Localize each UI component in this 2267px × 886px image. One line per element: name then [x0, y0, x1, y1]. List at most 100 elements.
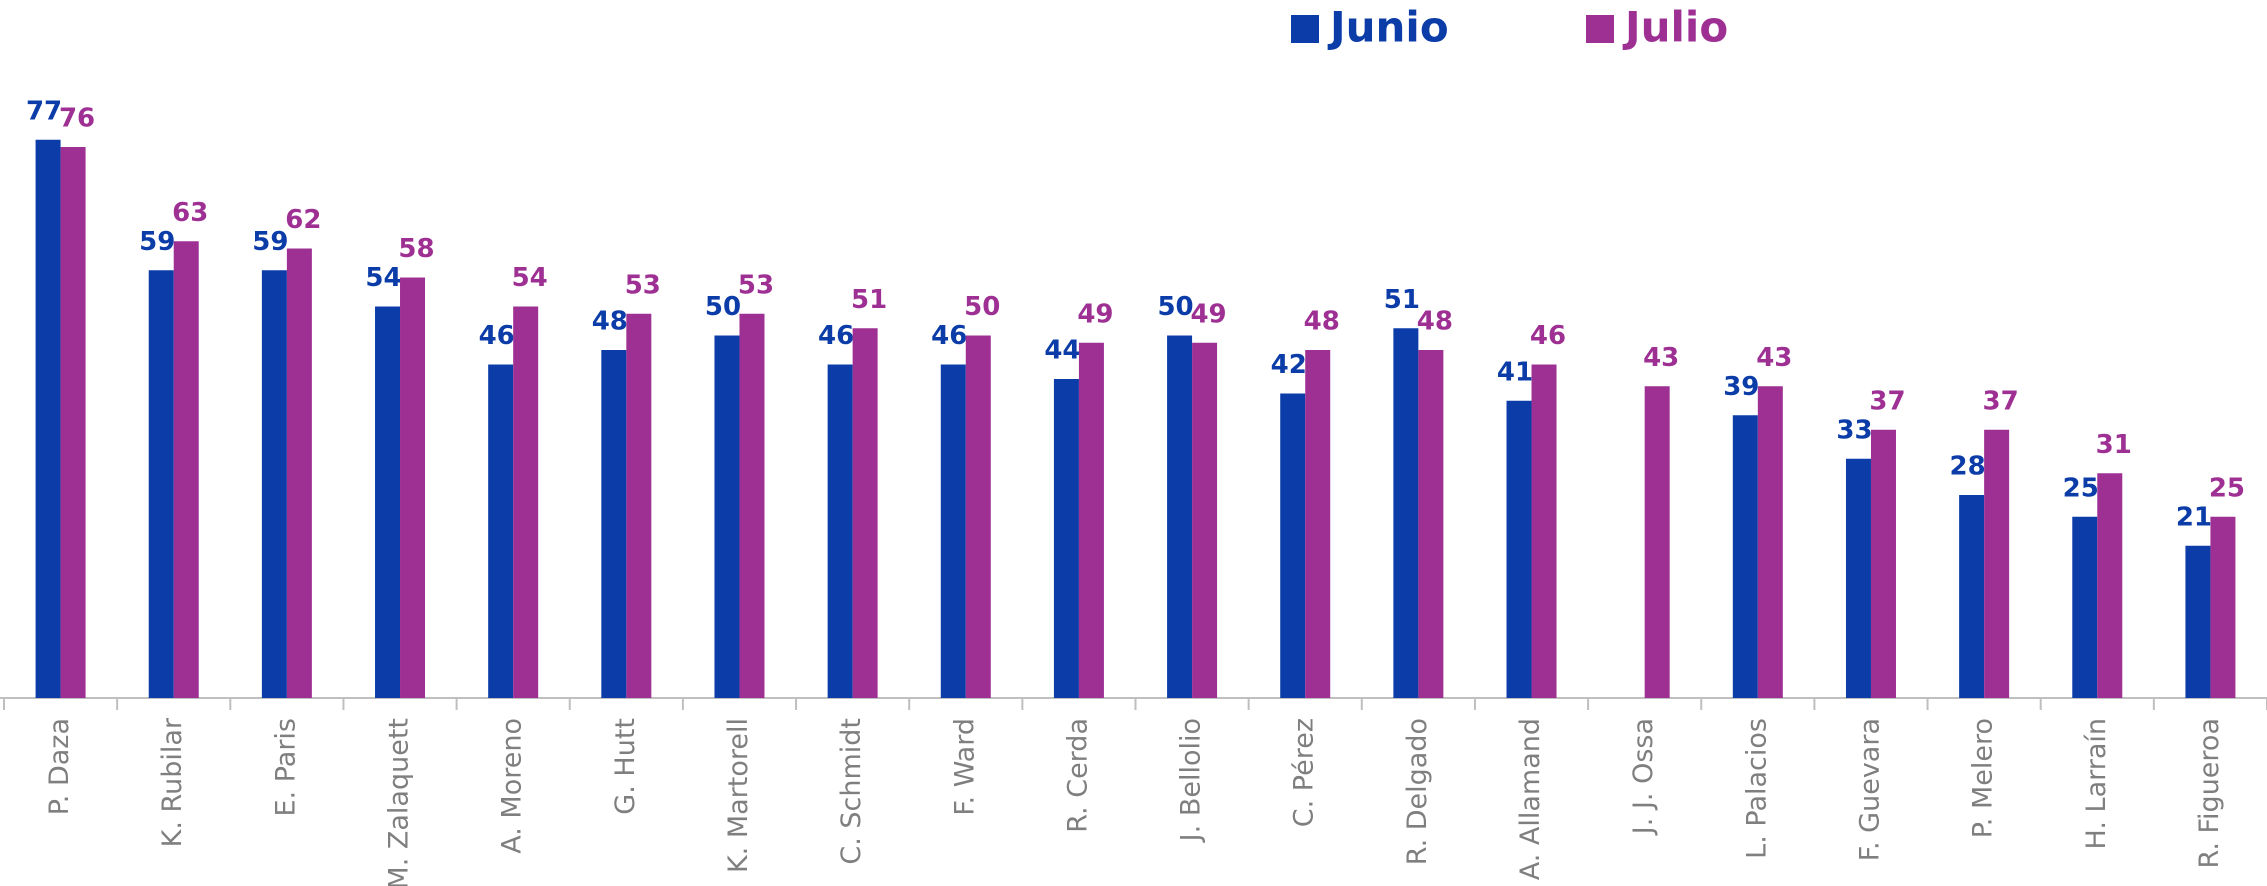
- x-tick-label: K. Rubilar: [157, 717, 188, 847]
- legend-label: Julio: [1622, 3, 1728, 52]
- x-tick-label: H. Larraín: [2081, 718, 2112, 849]
- data-label: 43: [1756, 343, 1792, 373]
- bar: [488, 364, 514, 698]
- data-label: 77: [26, 96, 62, 126]
- data-label: 62: [285, 205, 321, 235]
- data-label: 53: [625, 270, 661, 300]
- bar: [60, 147, 86, 698]
- bar: [2210, 516, 2236, 698]
- bar: [1418, 350, 1444, 698]
- x-tick-label: C. Pérez: [1289, 718, 1320, 827]
- data-label: 43: [1643, 343, 1679, 373]
- bar: [375, 306, 401, 698]
- bar: [1280, 393, 1306, 698]
- bar: [852, 328, 878, 698]
- x-tick-label: R. Delgado: [1402, 718, 1433, 865]
- bar: [601, 350, 627, 698]
- data-label: 41: [1497, 357, 1533, 387]
- data-label: 59: [252, 227, 288, 257]
- bar: [1167, 335, 1193, 698]
- data-label: 31: [2096, 430, 2132, 460]
- x-tick-label: K. Martorell: [723, 718, 754, 873]
- data-label: 28: [1950, 452, 1986, 482]
- data-label: 44: [1044, 336, 1080, 366]
- x-tick-label: A. Allamand: [1515, 718, 1546, 880]
- x-tick-label: F. Ward: [949, 718, 980, 816]
- bar: [1870, 429, 1896, 698]
- bar: [400, 277, 426, 698]
- bar: [1732, 415, 1758, 698]
- x-tick-label: L. Palacios: [1741, 718, 1772, 859]
- data-label: 25: [2063, 473, 2099, 503]
- data-label: 49: [1190, 299, 1226, 329]
- x-tick-label: G. Hutt: [610, 718, 641, 815]
- legend-swatch: [1586, 15, 1614, 43]
- bar: [2072, 516, 2098, 698]
- bar: [965, 335, 991, 698]
- data-label: 76: [59, 104, 95, 134]
- x-tick-label: J. Bellolio: [1176, 718, 1207, 843]
- data-label: 46: [931, 321, 967, 351]
- data-label: 51: [851, 285, 887, 315]
- bar: [626, 313, 652, 698]
- bar: [1506, 400, 1532, 698]
- x-tick-label: M. Zalaquett: [384, 718, 415, 886]
- data-label: 54: [512, 263, 548, 293]
- bar: [173, 241, 199, 698]
- x-tick-label: C. Schmidt: [836, 718, 867, 865]
- bar: [35, 139, 61, 698]
- data-label: 50: [705, 292, 741, 322]
- data-label: 51: [1384, 285, 1420, 315]
- data-label: 25: [2209, 473, 2245, 503]
- x-tick-label: P. Melero: [1968, 718, 1999, 838]
- bar: [286, 248, 312, 698]
- bar: [1393, 328, 1419, 698]
- x-tick-label: P. Daza: [44, 718, 75, 815]
- x-tick-label: J. J. Ossa: [1628, 718, 1659, 836]
- data-label: 49: [1077, 299, 1113, 329]
- data-label: 59: [139, 227, 175, 257]
- x-tick-label: R. Figueroa: [2194, 718, 2225, 868]
- bar: [1305, 350, 1331, 698]
- x-tick-label: E. Paris: [270, 718, 301, 817]
- bar: [1984, 429, 2010, 698]
- bar: [1078, 342, 1104, 698]
- data-label: 21: [2176, 502, 2212, 532]
- bar: [2185, 545, 2211, 698]
- data-label: 39: [1723, 372, 1759, 402]
- data-label: 54: [365, 263, 401, 293]
- bar: [714, 335, 740, 698]
- bar: [940, 364, 966, 698]
- bar: [261, 270, 287, 698]
- data-label: 50: [1157, 292, 1193, 322]
- data-label: 46: [479, 321, 515, 351]
- data-label: 63: [172, 198, 208, 228]
- bar: [513, 306, 539, 698]
- data-label: 46: [1530, 321, 1566, 351]
- x-tick-label: R. Cerda: [1062, 718, 1093, 833]
- bar: [1531, 364, 1557, 698]
- data-label: 46: [818, 321, 854, 351]
- bar: [1644, 386, 1670, 698]
- bar: [1845, 458, 1871, 698]
- data-label: 48: [1417, 307, 1453, 337]
- legend-label: Junio: [1327, 3, 1449, 52]
- x-tick-label: A. Moreno: [497, 718, 528, 854]
- data-label: 48: [592, 307, 628, 337]
- data-label: 48: [1304, 307, 1340, 337]
- data-label: 33: [1836, 415, 1872, 445]
- legend-swatch: [1291, 15, 1319, 43]
- bar: [827, 364, 853, 698]
- bar: [1757, 386, 1783, 698]
- data-label: 53: [738, 270, 774, 300]
- data-label: 50: [964, 292, 1000, 322]
- bar: [1959, 495, 1985, 698]
- bar: [1053, 379, 1079, 698]
- bar: [739, 313, 765, 698]
- bar: [2097, 473, 2123, 698]
- data-label: 42: [1271, 350, 1307, 380]
- data-label: 58: [398, 234, 434, 264]
- x-tick-label: F. Guevara: [1854, 718, 1885, 861]
- data-label: 37: [1869, 386, 1905, 416]
